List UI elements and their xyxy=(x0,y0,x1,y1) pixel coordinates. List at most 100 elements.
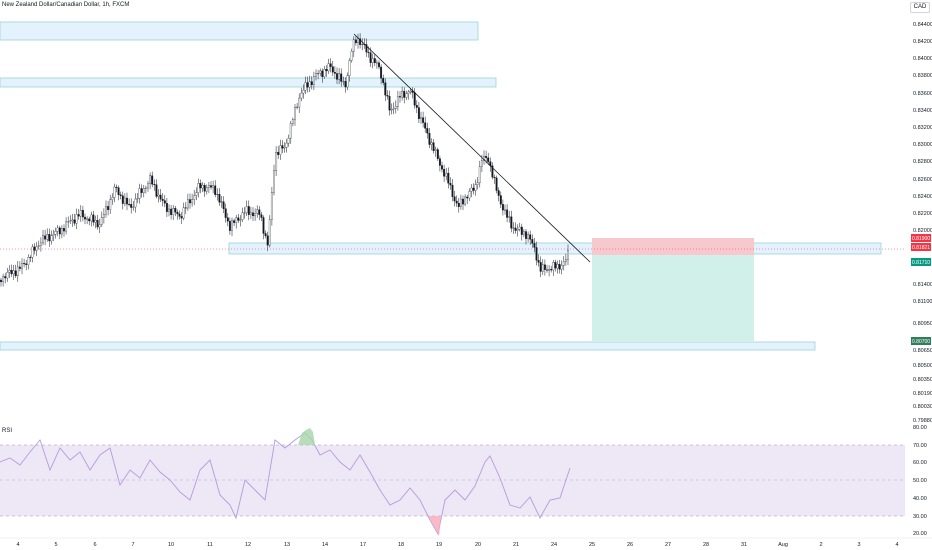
time-axis-label: 20 xyxy=(475,542,481,548)
svg-text:0.81821: 0.81821 xyxy=(912,245,930,251)
rsi-oversold-fill xyxy=(428,516,441,536)
candle xyxy=(165,197,168,218)
candle xyxy=(501,199,504,216)
candle xyxy=(296,103,299,110)
candle xyxy=(233,218,236,227)
candle xyxy=(331,60,334,76)
candle xyxy=(254,208,257,221)
candle xyxy=(224,203,227,223)
candle xyxy=(25,259,28,271)
candle xyxy=(92,210,95,226)
candle xyxy=(0,277,2,287)
candle xyxy=(512,222,515,234)
zone-middle[interactable] xyxy=(228,242,882,255)
stop-loss-zone[interactable] xyxy=(592,238,754,255)
candle xyxy=(357,33,359,49)
candle xyxy=(37,240,40,250)
candle xyxy=(518,222,521,232)
candle xyxy=(48,228,51,247)
candle xyxy=(350,48,353,63)
candle xyxy=(77,208,80,220)
candle xyxy=(457,198,460,213)
candle xyxy=(443,164,446,182)
candle xyxy=(121,191,124,210)
candle xyxy=(123,193,126,207)
candle xyxy=(8,265,11,278)
candle xyxy=(321,68,324,83)
zone-bottom[interactable] xyxy=(0,341,816,351)
candle xyxy=(39,237,42,252)
candle xyxy=(300,87,303,102)
candle xyxy=(378,60,380,70)
candle xyxy=(138,183,141,204)
trendline[interactable] xyxy=(353,33,591,263)
candle xyxy=(73,213,76,226)
candle xyxy=(354,35,357,46)
time-axis-label: 13 xyxy=(284,542,290,548)
candle xyxy=(342,76,345,86)
candle xyxy=(42,229,44,246)
zone-upper[interactable] xyxy=(0,77,497,88)
candle xyxy=(413,88,416,109)
rsi-axis[interactable]: 80.00 70.00 60.00 50.00 40.00 30.00 20.00 xyxy=(913,425,927,537)
candle xyxy=(491,162,494,180)
candle xyxy=(168,204,170,217)
currency-badge[interactable]: CAD xyxy=(910,2,930,13)
price-axis-label: 0.79880 xyxy=(913,418,932,424)
candle xyxy=(35,241,38,257)
candle xyxy=(327,58,330,74)
candle xyxy=(63,224,65,237)
candle xyxy=(159,189,162,203)
price-axis-label: 0.80030 xyxy=(913,404,932,410)
candle xyxy=(346,72,349,91)
candle xyxy=(424,116,427,133)
candle xyxy=(459,194,462,210)
candle xyxy=(241,207,244,223)
candle xyxy=(380,64,383,85)
price-axis-label: 0.80190 xyxy=(913,391,932,397)
take-profit-zone[interactable] xyxy=(592,255,754,341)
price-axis-label: 0.80950 xyxy=(913,321,932,327)
candle xyxy=(315,69,317,81)
time-axis-label: 2 xyxy=(819,542,822,548)
candle xyxy=(478,160,481,188)
candle xyxy=(260,211,263,222)
rsi-band xyxy=(0,445,905,516)
candle xyxy=(317,69,320,80)
candle xyxy=(189,193,191,209)
candle xyxy=(541,259,544,275)
candle xyxy=(149,172,152,190)
candle xyxy=(520,223,523,241)
time-axis[interactable]: 4 5 6 7 10 11 12 13 14 17 18 19 20 21 24 25 26 27 28 31 Aug 2… xyxy=(16,542,898,548)
zone-top[interactable] xyxy=(0,21,479,41)
rsi-axis-label: 50.00 xyxy=(913,478,927,484)
candle xyxy=(21,258,23,275)
candle xyxy=(44,229,47,246)
candle xyxy=(67,216,70,228)
candle xyxy=(304,76,307,95)
price-axis-label: 0.82600 xyxy=(913,177,932,183)
candle xyxy=(262,215,265,240)
time-axis-label: 28 xyxy=(703,542,709,548)
candle xyxy=(252,207,254,221)
candle xyxy=(560,260,563,275)
candle xyxy=(273,164,275,196)
candle xyxy=(405,90,408,101)
candle xyxy=(258,206,261,221)
candle xyxy=(447,167,450,189)
price-axis-label: 0.83200 xyxy=(913,125,932,131)
svg-text:0.80700: 0.80700 xyxy=(912,339,930,345)
candle xyxy=(136,193,139,204)
symbol-title[interactable]: New Zealand Dollar/Canadian Dollar, 1h, … xyxy=(2,2,130,8)
candle xyxy=(531,234,534,248)
price-axis[interactable]: 0.84400 0.84200 0.84000 0.83800 0.83600 0.834… xyxy=(913,22,932,424)
candle xyxy=(14,264,17,278)
time-axis-label: Aug xyxy=(778,542,788,548)
rsi-label[interactable]: RSI xyxy=(2,428,13,434)
price-tag: 0.81900 xyxy=(911,234,931,242)
time-axis-label: 7 xyxy=(131,542,134,548)
candle xyxy=(270,186,273,226)
candle xyxy=(533,237,536,253)
